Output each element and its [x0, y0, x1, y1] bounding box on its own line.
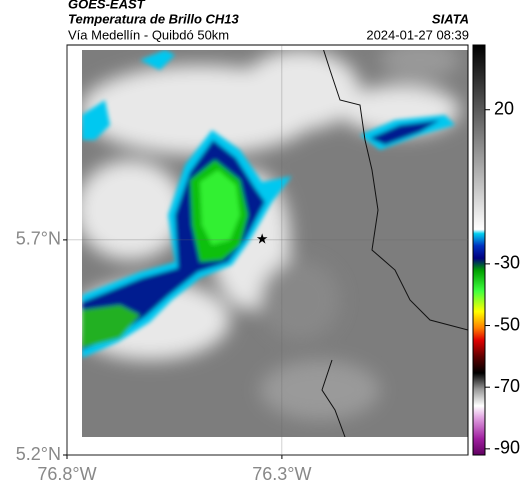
colorbar-tick-label: -90	[494, 438, 520, 458]
colorbar-tick-label: 20	[494, 98, 514, 118]
location-marker: ★	[256, 231, 269, 247]
y-tick-label: 5.2°N	[16, 444, 61, 464]
colorbar-tick-label: -70	[494, 376, 520, 396]
colorbar	[472, 44, 486, 456]
location: Vía Medellín - Quibdó 50km	[68, 27, 229, 42]
subtitle: Temperatura de Brillo CH13	[68, 11, 240, 26]
datetime: 2024-01-27 08:39	[366, 27, 469, 42]
title: GOES-EAST	[68, 0, 146, 11]
y-tick-label: 5.7°N	[16, 229, 61, 249]
x-tick-label: 76.8°W	[37, 464, 96, 484]
map-image	[66, 44, 469, 456]
x-tick-label: 76.3°W	[252, 464, 311, 484]
colorbar-tick-label: -30	[494, 253, 520, 273]
colorbar-tick-label: -50	[494, 314, 520, 334]
source: SIATA	[432, 11, 469, 26]
